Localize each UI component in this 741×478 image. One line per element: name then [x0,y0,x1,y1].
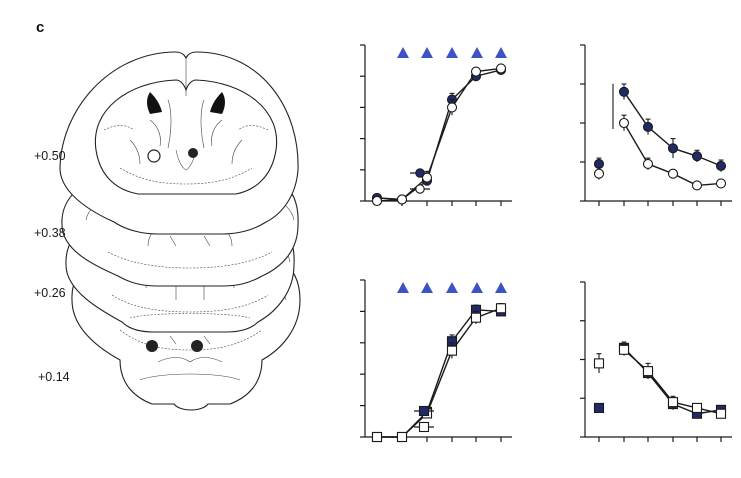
blue-triangle-icon [397,47,409,58]
coordinate-label-3: +0.26 [34,286,66,300]
data-point [642,121,654,132]
data-point [715,408,727,419]
panel-g [360,279,512,443]
data-point [593,158,605,169]
panel-c-label: c [36,19,44,36]
data-point [642,366,654,377]
data-point [593,168,605,179]
data-point [470,66,482,77]
data-point [593,358,605,369]
series-line [377,309,502,438]
panel-c: c [34,19,301,411]
coordinate-label-2: +0.38 [34,226,66,240]
legend-marker [415,168,425,178]
data-point [396,431,408,443]
blue-triangle-icon [421,282,433,293]
brain-section-1 [59,51,299,235]
panel-h [580,281,732,442]
blue-triangle-icon [495,282,507,293]
panel-e [580,44,732,206]
data-point [470,312,482,323]
data-point [667,397,679,408]
blue-triangle-icon [446,282,458,293]
data-point [642,158,654,169]
coordinate-label-4: +0.14 [38,370,70,384]
data-point [593,402,605,413]
data-point [691,180,703,191]
blue-triangle-icon [397,282,409,293]
data-point [495,63,507,74]
legend-marker [415,184,425,194]
data-point [618,117,630,129]
blue-triangle-icon [471,47,483,58]
data-point [667,168,679,179]
legend-marker [418,405,430,417]
data-point [618,86,630,97]
data-point [715,160,727,171]
data-point [715,178,727,189]
data-point [495,303,507,314]
data-point [691,151,703,162]
data-point [691,402,703,413]
data-point [618,344,630,355]
legend-marker [418,421,430,433]
data-point [667,143,679,154]
data-point [371,431,383,443]
coordinate-label-1: +0.50 [34,149,66,163]
data-point [396,194,408,205]
panel-d [360,44,512,207]
blue-triangle-icon [446,47,458,58]
data-point [446,102,458,113]
data-point [371,195,383,207]
data-point [446,345,458,356]
blue-triangle-icon [471,282,483,293]
blue-triangle-icon [421,47,433,58]
blue-triangle-icon [495,47,507,58]
series-line [376,67,502,202]
series-line [377,307,502,438]
series-line [376,69,502,201]
